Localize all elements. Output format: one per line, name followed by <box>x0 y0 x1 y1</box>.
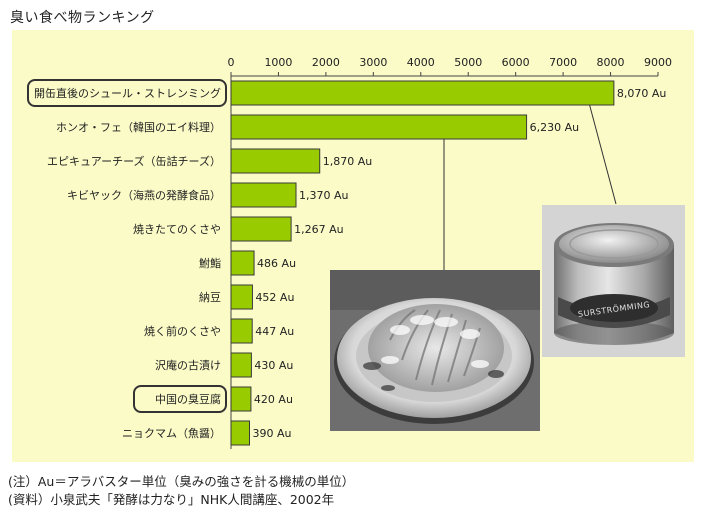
bar <box>230 352 252 378</box>
bar <box>230 216 292 242</box>
highlight-box <box>27 79 227 107</box>
category-label: 焼きたてのくさや <box>133 223 221 236</box>
bar <box>230 386 252 412</box>
bar <box>230 148 321 174</box>
bar <box>230 250 255 276</box>
category-label: 鮒鮨 <box>199 256 221 270</box>
bar-value-label: 447 Au <box>255 325 294 338</box>
x-tick-label: 4000 <box>407 56 435 69</box>
bar <box>230 420 251 446</box>
x-tick-label: 9000 <box>644 56 672 69</box>
leader-line-can <box>587 98 617 205</box>
category-label: 焼く前のくさや <box>144 324 221 338</box>
bar-value-label: 430 Au <box>254 359 293 372</box>
bar-value-label: 452 Au <box>255 291 294 304</box>
bar-value-label: 1,267 Au <box>294 223 343 236</box>
bar <box>230 284 253 310</box>
bar-value-label: 390 Au <box>253 427 292 440</box>
category-label: 開缶直後のシュール・ストレンミング <box>34 86 221 100</box>
bar-value-label: 420 Au <box>254 393 293 406</box>
bar-value-label: 486 Au <box>257 257 296 270</box>
category-label: エピキュアーチーズ（缶詰チーズ） <box>47 154 221 168</box>
x-tick-label: 8000 <box>597 56 625 69</box>
bar-value-label: 1,870 Au <box>323 155 372 168</box>
page-title: 臭い食べ物ランキング <box>10 10 155 26</box>
x-tick-label: 3000 <box>359 56 387 69</box>
category-label: キビヤック（海燕の発酵食品） <box>67 188 221 202</box>
bar-value-label: 8,070 Au <box>617 87 666 100</box>
x-tick-label: 2000 <box>312 56 340 69</box>
x-tick-label: 0 <box>228 56 235 69</box>
category-label: 沢庵の古漬け <box>155 358 221 372</box>
source-note: (資料）小泉武夫「発酵は力なり」NHK人間講座、2002年 <box>8 492 335 507</box>
labels: 8,070 Au 開缶直後のシュール・ストレンミング 6,230 Au ホンオ・フェ（… <box>27 79 666 440</box>
unit-note: (注）Au＝アラバスター単位（臭みの強さを計る機械の単位） <box>8 474 355 489</box>
x-tick-label: 5000 <box>454 56 482 69</box>
bar-value-label: 6,230 Au <box>530 121 579 134</box>
x-tick-label: 7000 <box>549 56 577 69</box>
can-photo: SURSTRÖMMING <box>542 205 685 357</box>
bar <box>230 182 297 208</box>
bar <box>230 318 253 344</box>
bar <box>230 114 528 140</box>
x-tick-label: 6000 <box>502 56 530 69</box>
leader-lines <box>443 98 617 270</box>
category-label: ニョクマム（魚醤） <box>122 426 221 440</box>
x-tick-label: 1000 <box>264 56 292 69</box>
axis-layer: 0 1000 2000 3000 4000 5000 6000 7000 8000 9000 <box>228 56 672 449</box>
bar-value-label: 1,370 Au <box>299 189 348 202</box>
bar <box>230 80 615 106</box>
category-label: 中国の臭豆腐 <box>155 392 221 406</box>
bars <box>230 80 615 446</box>
dish-photo <box>330 270 540 431</box>
category-label: ホンオ・フェ（韓国のエイ料理） <box>56 120 221 134</box>
category-label: 納豆 <box>199 291 221 304</box>
highlight-box <box>133 385 227 413</box>
